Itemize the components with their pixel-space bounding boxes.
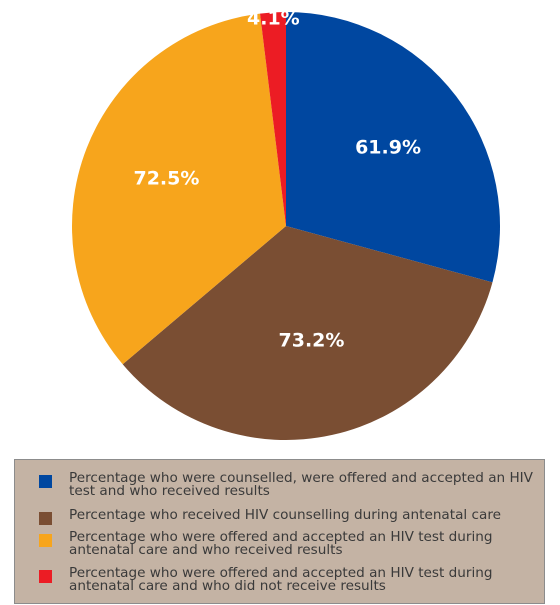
legend-swatch: [39, 475, 52, 488]
pie-label-tested-received-results: 72.5%: [133, 168, 199, 190]
pie-slices: [72, 12, 501, 440]
legend-swatch: [39, 512, 52, 525]
legend-label: Percentage who were counselled, were off…: [69, 470, 533, 499]
pie-slice-tested-received-results: [72, 13, 286, 365]
pie-label-tested-no-results: 4.1%: [247, 7, 300, 29]
pie-label-received-counselling: 73.2%: [279, 329, 345, 351]
pie-label-counselled-tested-received: 61.9%: [355, 137, 421, 159]
legend-swatch: [39, 570, 52, 583]
legend: Percentage who were counselled, were off…: [14, 459, 545, 604]
pie-slice-tested-no-results: [260, 12, 286, 226]
pie-slice-received-counselling: [122, 226, 493, 440]
legend-label: Percentage who were offered and accepted…: [69, 565, 493, 594]
legend-label: Percentage who received HIV counselling …: [69, 507, 501, 523]
pie-labels: 61.9% 73.2% 72.5% 4.1%: [133, 7, 421, 351]
legend-label: Percentage who were offered and accepted…: [69, 529, 493, 558]
pie-slice-counselled-tested-received: [286, 12, 501, 283]
legend-swatch: [39, 534, 52, 547]
pie-chart: 61.9% 73.2% 72.5% 4.1%: [72, 7, 501, 440]
